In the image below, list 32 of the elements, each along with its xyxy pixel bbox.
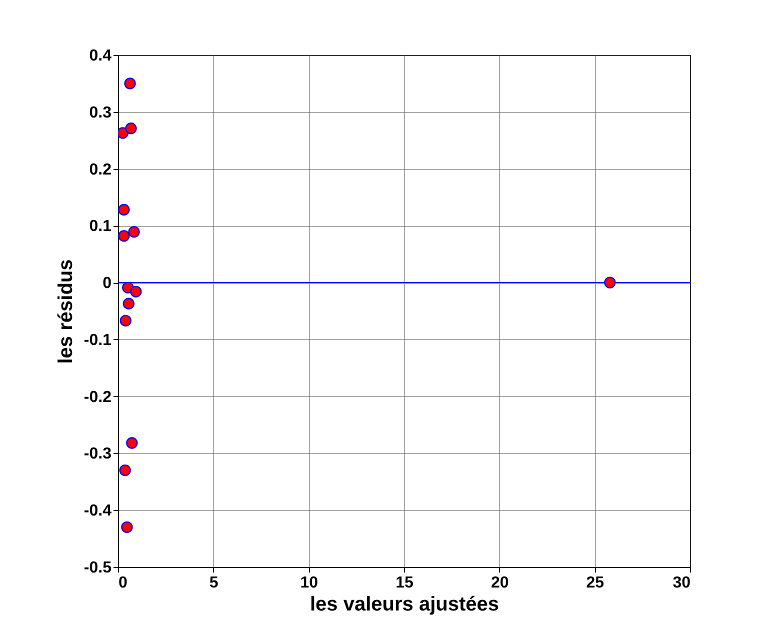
y-tick-label: -0.2 [84, 388, 112, 406]
point [130, 286, 142, 298]
point [119, 464, 131, 476]
x-tick-label: 0 [118, 574, 128, 592]
y-axis-title: les résidus [54, 259, 77, 364]
point [121, 521, 133, 534]
x-tick-label: 10 [300, 574, 318, 592]
point [120, 314, 132, 327]
point [124, 78, 136, 90]
point [604, 276, 616, 288]
point [118, 230, 130, 242]
y-tick-label: 0 [102, 275, 112, 292]
point [125, 122, 137, 134]
point [128, 226, 140, 238]
x-tick-label: 30 [672, 574, 691, 592]
point [126, 437, 138, 449]
point [118, 204, 130, 216]
y-tick-label: 0.3 [89, 104, 112, 122]
y-tick-label: -0.4 [84, 502, 112, 520]
y-tick-label: 0.1 [89, 218, 112, 236]
y-tick-label: 0.4 [89, 48, 112, 64]
x-tick-label: 20 [490, 574, 509, 592]
point [118, 127, 129, 139]
x-tick-label: 5 [209, 574, 218, 592]
y-tick-label: -0.5 [84, 560, 112, 576]
y-tick-label: -0.1 [84, 332, 112, 349]
y-tick-label: 0.2 [89, 161, 112, 178]
x-tick-label: 25 [586, 574, 604, 592]
y-tick-label: -0.3 [84, 446, 112, 463]
x-axis-title: les valeurs ajustées [310, 594, 500, 616]
point [122, 298, 135, 310]
x-tick-label: 15 [396, 574, 414, 592]
